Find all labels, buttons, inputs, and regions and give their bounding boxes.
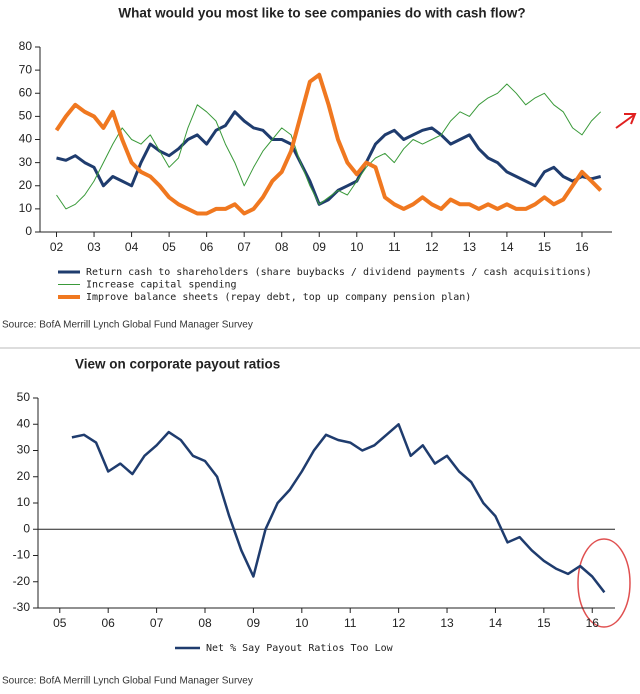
y-tick-label: 0 [25,224,32,238]
x-tick-label: 11 [388,240,401,254]
legend-label: Improve balance sheets (repay debt, top … [86,292,471,303]
x-tick-label: 14 [489,616,503,630]
y-tick-label: 60 [19,85,33,99]
x-tick-label: 13 [440,616,454,630]
x-tick-label: 12 [392,616,406,630]
y-tick-label: -20 [13,574,31,588]
x-tick-label: 05 [162,240,176,254]
x-tick-label: 07 [237,240,251,254]
series-line [56,110,602,206]
x-tick-label: 06 [102,616,116,630]
y-tick-label: 10 [19,201,33,215]
x-tick-label: 15 [538,240,552,254]
y-tick-label: 10 [17,495,31,509]
arrow-head [624,113,637,125]
y-tick-label: 50 [17,390,31,404]
x-tick-label: 10 [295,616,309,630]
y-tick-label: 40 [17,416,31,430]
x-tick-label: 13 [463,240,477,254]
series-line [56,83,602,210]
y-tick-label: 20 [19,178,33,192]
x-tick-label: 11 [344,616,357,630]
x-tick-label: 09 [313,240,327,254]
legend-label: Net % Say Payout Ratios Too Low [206,643,394,654]
series-line [71,423,606,594]
source-note: Source: BofA Merrill Lynch Global Fund M… [2,676,253,687]
y-tick-label: 70 [19,62,33,76]
x-tick-label: 02 [50,240,64,254]
legend-label: Increase capital spending [86,280,237,291]
y-tick-label: 30 [19,155,33,169]
x-tick-label: 09 [247,616,261,630]
x-tick-label: 07 [150,616,164,630]
x-tick-label: 03 [87,240,101,254]
y-tick-label: -30 [13,600,31,614]
x-tick-label: 16 [586,616,600,630]
chart-title: What would you most like to see companie… [118,6,525,21]
x-tick-label: 12 [425,240,439,254]
source-note: Source: BofA Merrill Lynch Global Fund M… [2,320,253,331]
y-tick-label: 0 [23,521,30,535]
y-tick-label: -10 [13,548,31,562]
x-tick-label: 05 [53,616,67,630]
y-tick-label: 30 [17,443,31,457]
series-line [54,72,603,216]
y-tick-label: 40 [19,132,33,146]
chart-title: View on corporate payout ratios [75,357,280,372]
x-tick-label: 08 [275,240,289,254]
x-tick-label: 14 [500,240,514,254]
x-tick-label: 06 [200,240,214,254]
x-tick-label: 10 [350,240,364,254]
legend-label: Return cash to shareholders (share buyba… [86,267,592,278]
x-tick-label: 08 [198,616,212,630]
x-tick-label: 15 [537,616,551,630]
y-tick-label: 20 [17,469,31,483]
x-tick-label: 16 [575,240,589,254]
arrow [615,114,635,129]
x-tick-label: 04 [125,240,139,254]
highlight-circle [577,538,631,628]
y-tick-label: 80 [19,39,33,53]
y-tick-label: 50 [19,109,33,123]
